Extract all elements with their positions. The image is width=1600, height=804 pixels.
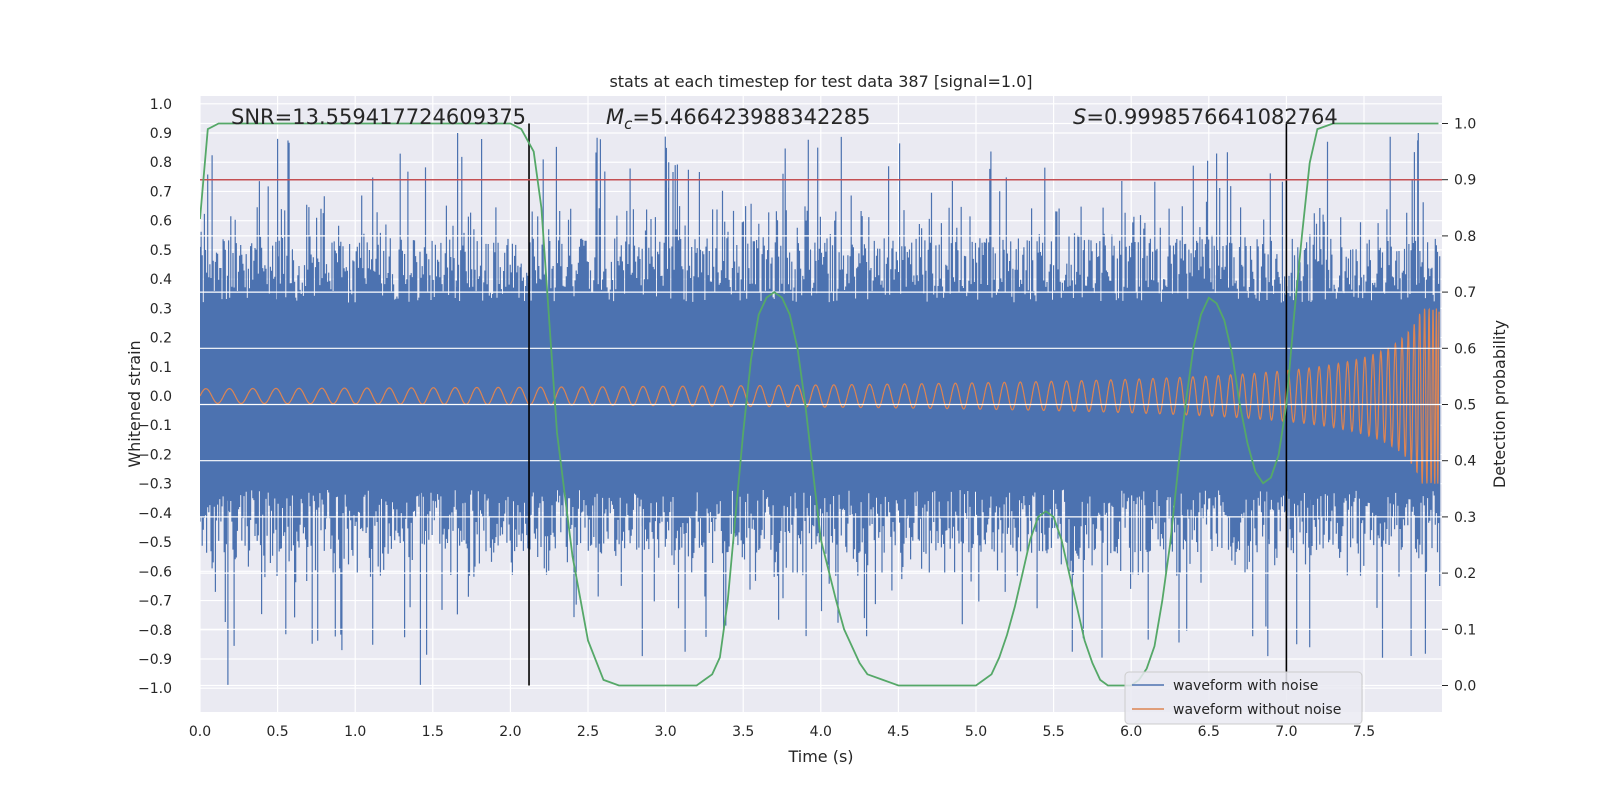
y2-tick-label: 0.0 bbox=[1454, 679, 1476, 695]
y2-tick-label: 0.2 bbox=[1454, 566, 1476, 582]
probability-trace bbox=[200, 122, 1439, 687]
y-tick-label: −0.1 bbox=[138, 418, 172, 434]
y-tick-label: −0.3 bbox=[138, 477, 172, 493]
x-tick-label: 2.0 bbox=[499, 724, 521, 740]
y2-tick-label: 0.7 bbox=[1454, 285, 1476, 301]
legend: waveform with noise waveform without noi… bbox=[1124, 671, 1363, 725]
y-tick-label: 1.0 bbox=[150, 97, 172, 113]
x-tick-label: 0.5 bbox=[266, 724, 288, 740]
x-tick-label: 5.5 bbox=[1042, 724, 1064, 740]
y2-tick-label: 0.4 bbox=[1454, 454, 1476, 470]
y-tick-label: −0.4 bbox=[138, 506, 172, 522]
y2-tick-label: 0.1 bbox=[1454, 622, 1476, 638]
x-tick-label: 5.0 bbox=[965, 724, 987, 740]
x-tick-label: 6.0 bbox=[1120, 724, 1142, 740]
chirp-trace bbox=[200, 307, 1440, 484]
chart-title: stats at each timestep for test data 387… bbox=[609, 72, 1032, 91]
y-tick-label: −0.5 bbox=[138, 535, 172, 551]
x-tick-label: 2.5 bbox=[577, 724, 599, 740]
legend-box bbox=[1124, 671, 1363, 725]
series-detection-probability bbox=[200, 122, 1439, 687]
y-tick-label: −0.9 bbox=[138, 652, 172, 668]
snr-annotation: SNR=13.559417724609375 bbox=[231, 105, 526, 129]
x-tick-label: 7.0 bbox=[1275, 724, 1297, 740]
x-axis-label: Time (s) bbox=[787, 747, 853, 766]
y-tick-label: 0.6 bbox=[150, 214, 172, 230]
y2-tick-label: 1.0 bbox=[1454, 117, 1476, 133]
y-tick-label: −0.2 bbox=[138, 447, 172, 463]
y-tick-label: 0.5 bbox=[150, 243, 172, 259]
x-tick-label: 4.5 bbox=[887, 724, 909, 740]
y-tick-label: 0.2 bbox=[150, 331, 172, 347]
x-tick-label: 3.5 bbox=[732, 724, 754, 740]
chirp-mass-subscript: c bbox=[624, 115, 633, 133]
statistic-symbol: S bbox=[1073, 105, 1086, 129]
y2-axis-label: Detection probability bbox=[1490, 320, 1509, 488]
chirp-mass-annotation: Mc=5.466423988342285 bbox=[606, 105, 870, 133]
legend-label-noise: waveform with noise bbox=[1173, 678, 1318, 694]
y2-axis-ticks: 1.0 0.9 0.8 0.7 0.6 0.5 0.4 0.3 0.2 0.1 0.0 bbox=[1442, 117, 1476, 695]
y2-tick-label: 0.9 bbox=[1454, 173, 1476, 189]
x-tick-label: 4.0 bbox=[810, 724, 832, 740]
legend-label-clean: waveform without noise bbox=[1173, 702, 1341, 718]
y2-tick-label: 0.3 bbox=[1454, 510, 1476, 526]
y-tick-label: 0.4 bbox=[150, 272, 172, 288]
x-axis-ticks: 0.0 0.5 1.0 1.5 2.0 2.5 3.0 3.5 4.0 4.5 5.0 5.5 6.0 6… bbox=[189, 724, 1375, 740]
y2-tick-label: 0.6 bbox=[1454, 341, 1476, 357]
y2-tick-label: 0.5 bbox=[1454, 398, 1476, 414]
statistic-value: =0.9998576641082764 bbox=[1086, 105, 1337, 129]
y-tick-label: 0.8 bbox=[150, 155, 172, 171]
y-axis-label: Whitened strain bbox=[125, 340, 144, 467]
x-tick-label: 1.0 bbox=[344, 724, 366, 740]
y-tick-label: −0.8 bbox=[138, 623, 172, 639]
y-tick-label: 0.7 bbox=[150, 184, 172, 200]
y-axis-ticks: 1.0 0.9 0.8 0.7 0.6 0.5 0.4 0.3 0.2 0.1 0.0 −0.1 −0.… bbox=[138, 97, 172, 697]
x-tick-label: 7.5 bbox=[1353, 724, 1375, 740]
x-tick-label: 0.0 bbox=[189, 724, 211, 740]
chirp-mass-value: =5.466423988342285 bbox=[632, 105, 870, 129]
y-tick-label: 0.9 bbox=[150, 126, 172, 142]
y-tick-label: −0.7 bbox=[138, 594, 172, 610]
x-tick-label: 3.0 bbox=[654, 724, 676, 740]
y-tick-label: −0.6 bbox=[138, 564, 172, 580]
y-tick-label: 0.3 bbox=[150, 301, 172, 317]
y-tick-label: 0.1 bbox=[150, 360, 172, 376]
y2-tick-label: 0.8 bbox=[1454, 229, 1476, 245]
chirp-mass-symbol: M bbox=[606, 105, 624, 129]
series-waveform-without-noise bbox=[200, 307, 1440, 484]
x-tick-label: 1.5 bbox=[422, 724, 444, 740]
y-tick-label: 0.0 bbox=[150, 389, 172, 405]
y-tick-label: −1.0 bbox=[138, 681, 172, 697]
statistic-annotation: S=0.9998576641082764 bbox=[1073, 105, 1338, 129]
x-tick-label: 6.5 bbox=[1198, 724, 1220, 740]
